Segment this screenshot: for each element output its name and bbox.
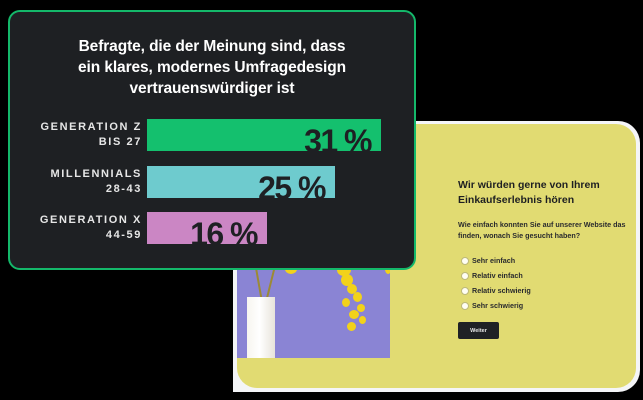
row-label-line1: GENERATION X [39, 214, 142, 226]
option-label: Relativ schwierig [472, 286, 531, 295]
row-label-millennials: MILLENNIALS 28-43 [10, 166, 142, 198]
row-label-line2: 28-43 [105, 183, 142, 195]
bar-value: 16 % [190, 216, 258, 244]
answer-options: Sehr einfach Relativ einfach Relativ sch… [461, 253, 531, 313]
radio-icon[interactable] [461, 286, 469, 295]
radio-icon[interactable] [461, 271, 469, 280]
flower-blob [347, 284, 357, 294]
flower-blob [342, 298, 350, 307]
flower-blob [359, 316, 366, 324]
flower-blob [349, 310, 359, 319]
flower-blob [357, 304, 365, 312]
option-sehr-schwierig[interactable]: Sehr schwierig [461, 298, 531, 313]
flower-blob [353, 292, 362, 302]
row-label-line1: MILLENNIALS [50, 168, 142, 180]
survey-question: Wie einfach konnten Sie auf unserer Webs… [458, 220, 626, 240]
row-label-line2: BIS 27 [98, 136, 142, 148]
option-relativ-schwierig[interactable]: Relativ schwierig [461, 283, 531, 298]
survey-title: Wir würden gerne von Ihrem Einkaufserleb… [458, 179, 600, 206]
option-relativ-einfach[interactable]: Relativ einfach [461, 268, 531, 283]
option-label: Sehr einfach [472, 256, 516, 265]
chart-title: Befragte, die der Meinung sind, dass ein… [10, 36, 414, 99]
radio-icon[interactable] [461, 301, 469, 310]
row-label-gen-x: GENERATION X 44-59 [10, 212, 142, 244]
chart-card: Befragte, die der Meinung sind, dass ein… [8, 10, 416, 270]
option-sehr-einfach[interactable]: Sehr einfach [461, 253, 531, 268]
vase [247, 297, 275, 358]
next-button[interactable]: Weiter [458, 322, 499, 339]
chart-title-line: Befragte, die der Meinung sind, dass [78, 38, 346, 55]
row-label-line2: 44-59 [105, 229, 142, 241]
chart-title-line: ein klares, modernes Umfragedesign [78, 59, 346, 76]
bar-value: 25 % [258, 170, 326, 198]
radio-icon[interactable] [461, 256, 469, 265]
bar-gen-x: 16 % [147, 212, 267, 244]
bar-millennials: 25 % [147, 166, 335, 198]
chart-title-line: vertrauenswürdiger ist [129, 80, 295, 97]
option-label: Sehr schwierig [472, 301, 524, 310]
option-label: Relativ einfach [472, 271, 523, 280]
row-label-gen-z: GENERATION Z BIS 27 [10, 119, 142, 151]
flower-blob [341, 274, 353, 286]
bar-gen-z: 31 % [147, 119, 381, 151]
bar-value: 31 % [304, 123, 372, 151]
row-label-line1: GENERATION Z [40, 121, 142, 133]
flower-blob [347, 322, 356, 331]
